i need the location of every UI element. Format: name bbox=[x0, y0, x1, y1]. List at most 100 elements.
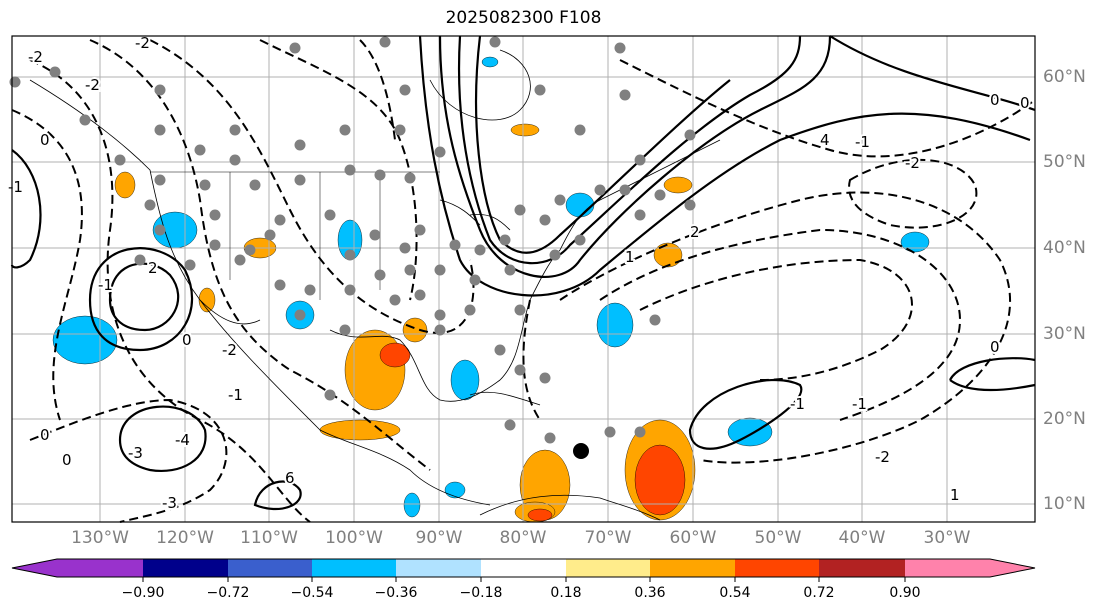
longitude-label: 100°W bbox=[325, 528, 383, 548]
contour-label: -3 bbox=[128, 444, 143, 462]
contour-label: 0 bbox=[62, 451, 72, 469]
station-marker bbox=[344, 284, 356, 296]
longitude-label: 70°W bbox=[584, 528, 632, 548]
contour-solid bbox=[949, 357, 1036, 392]
station-marker bbox=[79, 114, 91, 126]
contour-solid bbox=[688, 378, 803, 450]
contour-dashed bbox=[11, 109, 83, 421]
longitude-label: 130°W bbox=[71, 528, 129, 548]
station-marker bbox=[549, 249, 561, 261]
colorbar-tick-label: −0.54 bbox=[290, 585, 334, 601]
dashed-contour-lines bbox=[11, 39, 1036, 523]
station-marker bbox=[199, 179, 211, 191]
latitude-label: 60°N bbox=[1043, 67, 1086, 87]
station-marker bbox=[399, 84, 411, 96]
station-marker bbox=[184, 259, 196, 271]
station-marker bbox=[514, 304, 526, 316]
map-title: 2025082300 F108 bbox=[445, 8, 602, 28]
positive-shading bbox=[379, 342, 411, 368]
map-frame bbox=[11, 35, 1036, 523]
negative-shading bbox=[596, 302, 634, 348]
station-marker bbox=[369, 229, 381, 241]
station-marker bbox=[494, 344, 506, 356]
station-marker bbox=[449, 239, 461, 251]
colorbar-tick-label: 0.36 bbox=[634, 585, 666, 601]
station-marker bbox=[684, 129, 696, 141]
longitude-label: 40°W bbox=[838, 528, 886, 548]
station-marker bbox=[684, 199, 696, 211]
colorbar bbox=[11, 558, 1036, 582]
contour-solid bbox=[253, 480, 302, 510]
colorbar-segment bbox=[819, 559, 905, 577]
station-marker bbox=[474, 244, 486, 256]
contour-label: -2 bbox=[85, 76, 100, 94]
station-marker bbox=[154, 174, 166, 186]
station-marker bbox=[534, 84, 546, 96]
station-marker bbox=[404, 172, 416, 184]
station-marker bbox=[619, 89, 631, 101]
station-marker bbox=[504, 419, 516, 431]
station-marker bbox=[339, 124, 351, 136]
negative-shading bbox=[403, 492, 421, 518]
station-marker bbox=[394, 124, 406, 136]
station-marker bbox=[154, 224, 166, 236]
latitude-label: 20°N bbox=[1043, 409, 1086, 429]
contour-solid bbox=[418, 35, 1031, 297]
station-marker bbox=[324, 209, 336, 221]
station-marker bbox=[209, 239, 221, 251]
station-marker bbox=[594, 184, 606, 196]
contour-dashed bbox=[359, 39, 396, 141]
station-marker bbox=[244, 244, 256, 256]
station-marker bbox=[344, 249, 356, 261]
station-marker bbox=[414, 224, 426, 236]
colorbar-segment bbox=[905, 559, 990, 577]
contour-label: 0 bbox=[40, 131, 50, 149]
colorbar-segment bbox=[312, 559, 396, 577]
station-marker bbox=[49, 66, 61, 78]
station-marker bbox=[504, 264, 516, 276]
contour-solid bbox=[118, 405, 207, 473]
contour-label: -2 bbox=[28, 48, 43, 66]
contour-label: -2 bbox=[222, 341, 237, 359]
colorbar-extend-min bbox=[12, 559, 57, 577]
contour-label: 2 bbox=[148, 259, 158, 277]
contour-dashed bbox=[619, 59, 1036, 158]
station-marker bbox=[434, 264, 446, 276]
station-marker bbox=[379, 36, 391, 48]
contour-label: -1 bbox=[855, 133, 870, 151]
positive-shading bbox=[527, 508, 553, 522]
contour-solid bbox=[474, 35, 731, 254]
contour-dashed bbox=[522, 299, 541, 421]
station-marker bbox=[229, 154, 241, 166]
station-marker bbox=[469, 274, 481, 286]
hudson-bay bbox=[429, 49, 531, 121]
station-marker bbox=[294, 139, 306, 151]
contour-label: 0 bbox=[990, 91, 1000, 109]
contour-solid bbox=[438, 35, 832, 278]
contour-label: 1 bbox=[950, 486, 960, 504]
south-america-coast bbox=[479, 494, 661, 521]
shaded-fields bbox=[52, 56, 930, 523]
colorbar-tick-label: 0.90 bbox=[889, 585, 921, 601]
negative-shading bbox=[450, 359, 480, 401]
colorbar-segment bbox=[566, 559, 650, 577]
colorbar-tick-label: −0.90 bbox=[121, 585, 165, 601]
station-marker bbox=[619, 184, 631, 196]
negative-shading bbox=[52, 315, 118, 365]
colorbar-tick-label: 0.18 bbox=[550, 585, 582, 601]
station-marker bbox=[434, 146, 446, 158]
storm-center-marker bbox=[573, 443, 589, 459]
station-marker bbox=[514, 364, 526, 376]
station-marker bbox=[539, 372, 551, 384]
contour-label: -1 bbox=[98, 276, 113, 294]
latitude-label: 10°N bbox=[1043, 494, 1086, 514]
station-marker bbox=[514, 204, 526, 216]
colorbar-segment bbox=[228, 559, 312, 577]
station-marker bbox=[649, 314, 661, 326]
colorbar-outline bbox=[11, 558, 1036, 578]
contour-solid-low bbox=[88, 247, 194, 352]
negative-shading bbox=[900, 231, 930, 253]
negative-shading bbox=[565, 192, 595, 218]
station-marker bbox=[634, 154, 646, 166]
positive-shading bbox=[114, 171, 136, 199]
